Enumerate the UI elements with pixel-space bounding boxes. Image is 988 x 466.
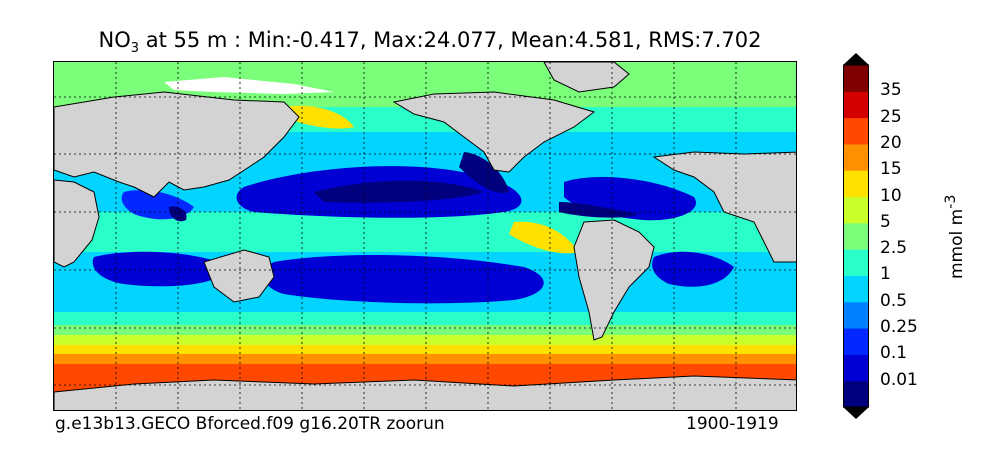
colorbar-segment bbox=[843, 249, 869, 276]
run-label: g.e13b13.GECO Bforced.f09 g16.20TR zooru… bbox=[55, 414, 445, 434]
colorbar-extend-min bbox=[843, 407, 869, 419]
unit-exponent: -3 bbox=[943, 194, 960, 209]
peru-upwelling bbox=[509, 221, 579, 254]
map-title: NO3 at 55 m : Min:-0.417, Max:24.077, Me… bbox=[20, 28, 840, 56]
colorbar-tick-label: 5 bbox=[880, 211, 891, 232]
colorbar-extend-max bbox=[843, 53, 869, 65]
colorbar-tick-label: 0.25 bbox=[880, 317, 918, 338]
colorbar-segment bbox=[843, 275, 869, 303]
caribbean-core bbox=[559, 202, 639, 218]
colorbar-segment bbox=[843, 380, 869, 408]
colorbar-frame bbox=[843, 64, 869, 408]
southern-ocean-band-10 bbox=[54, 334, 796, 345]
colorbar-segment bbox=[843, 328, 869, 355]
colorbar-tick-label: 20 bbox=[880, 132, 902, 153]
map-grid bbox=[54, 62, 796, 410]
colorbar-segment bbox=[843, 196, 869, 224]
colorbar-svg bbox=[843, 53, 869, 419]
australia-land bbox=[203, 249, 275, 303]
colorbar-tick-label: 2.5 bbox=[880, 238, 908, 259]
antarctica-land bbox=[54, 375, 796, 410]
colorbar bbox=[843, 53, 869, 419]
africa-land bbox=[54, 179, 100, 268]
south-america-land bbox=[573, 219, 655, 341]
colorbar-tick-label: 0.01 bbox=[880, 369, 918, 390]
north-america-land bbox=[392, 91, 596, 173]
colorbar-segment bbox=[843, 143, 869, 171]
colorbar-segment bbox=[843, 301, 869, 329]
california-low-core bbox=[459, 152, 509, 193]
colorbar-unit: mmol m-3 bbox=[943, 187, 967, 287]
greenland-land bbox=[543, 62, 630, 93]
title-stats: at 55 m : Min:-0.417, Max:24.077, Mean:4… bbox=[139, 28, 762, 52]
north-pacific-gyre-core bbox=[314, 180, 484, 203]
south-atlantic-gyre bbox=[652, 251, 734, 287]
colorbar-segment bbox=[843, 65, 869, 92]
indian-ocean-gyre bbox=[92, 251, 229, 287]
colorbar-segment bbox=[843, 354, 869, 382]
colorbar-tick-label: 15 bbox=[880, 159, 902, 180]
north-pacific-high bbox=[284, 105, 354, 129]
title-subscript: 3 bbox=[130, 41, 140, 57]
southern-ocean-band-20 bbox=[54, 352, 796, 364]
colorbar-segment bbox=[843, 222, 869, 250]
southern-ocean-band-2-5 bbox=[54, 312, 796, 325]
ocean-map bbox=[53, 61, 797, 411]
colorbar-segment bbox=[843, 117, 869, 145]
colorbar-tick-label: 25 bbox=[880, 106, 902, 127]
colorbar-tick-label: 0.1 bbox=[880, 343, 908, 364]
title-variable: NO bbox=[98, 28, 131, 52]
colorbar-segment bbox=[843, 91, 869, 119]
arctic-ice bbox=[164, 77, 334, 94]
colorbar-segment bbox=[843, 170, 869, 198]
years-label: 1900-1919 bbox=[686, 414, 779, 434]
colorbar-tick-label: 0.5 bbox=[880, 290, 908, 311]
colorbar-tick-label: 1 bbox=[880, 264, 891, 285]
colorbar-tick-label: 10 bbox=[880, 185, 902, 206]
colorbar-tick-label: 35 bbox=[880, 80, 902, 101]
eurasia-land bbox=[54, 91, 300, 198]
unit-text: mmol m bbox=[946, 208, 967, 279]
southern-ocean-band-5 bbox=[54, 324, 796, 335]
south-pacific-gyre bbox=[263, 255, 544, 304]
map-svg bbox=[54, 62, 796, 410]
southern-ocean-band-15 bbox=[54, 344, 796, 354]
